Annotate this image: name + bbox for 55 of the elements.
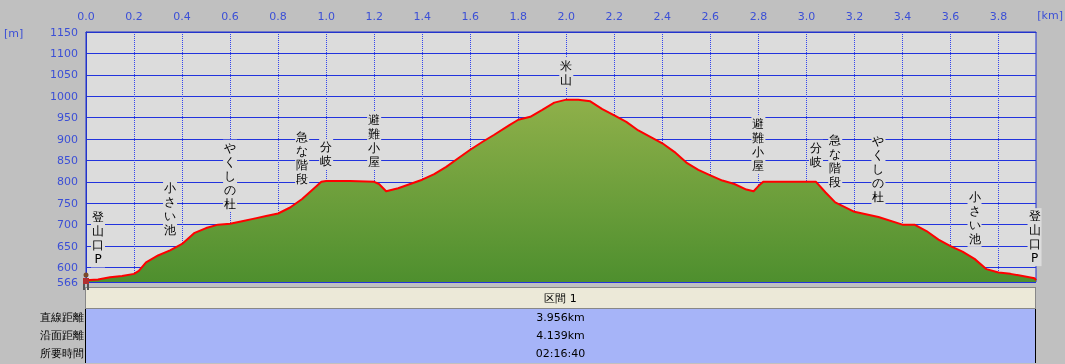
x-tick-label: 2.8 — [749, 10, 768, 23]
y-tick-label: 1150 — [50, 25, 78, 39]
annotation: 小さい池 — [968, 189, 981, 246]
y-tick-label: 800 — [57, 175, 78, 189]
y-axis-title: [m] — [4, 27, 24, 40]
annotation: 小さい池 — [164, 181, 177, 238]
x-tick-label: 2.4 — [653, 10, 672, 23]
text: 02:16:40 — [85, 345, 1036, 363]
x-tick-label: 3.0 — [797, 10, 816, 23]
x-tick-label: 0.0 — [77, 10, 95, 23]
y-tick-label: 950 — [57, 111, 78, 125]
annotation: 急な階段 — [295, 129, 309, 186]
x-tick-label: 3.6 — [941, 10, 960, 23]
x-tick-label: 1.4 — [413, 10, 431, 23]
x-tick-label: 3.8 — [989, 10, 1008, 23]
x-tick-label: 1.0 — [317, 10, 335, 23]
y-tick-label: 1050 — [50, 68, 78, 82]
y-tick-label: 1100 — [50, 46, 78, 60]
x-tick-label: 0.2 — [125, 10, 143, 23]
text: 3.956km — [85, 309, 1036, 327]
x-tick-label: 0.4 — [173, 10, 191, 23]
x-tick-label: 1.2 — [365, 10, 383, 23]
x-tick-label: 2.2 — [605, 10, 624, 23]
annotation: 登山口P — [92, 210, 105, 267]
x-tick-label: 3.4 — [893, 10, 912, 23]
y-tick-label: 1000 — [50, 89, 78, 103]
x-tick-label: 0.6 — [221, 10, 239, 23]
annotation: 避難小屋 — [752, 117, 765, 174]
x-tick-label: 1.8 — [509, 10, 527, 23]
y-tick-label: 750 — [57, 196, 78, 210]
y-tick-label: 600 — [57, 260, 78, 274]
x-tick-label: 0.8 — [269, 10, 287, 23]
text: 直線距離 — [39, 310, 84, 326]
annotation: 急な階段 — [828, 133, 842, 190]
x-tick-label: 2.6 — [701, 10, 720, 23]
annotation: やくしの杜 — [224, 140, 237, 211]
x-axis-title: [km] — [1037, 9, 1063, 22]
annotation: 避難小屋 — [368, 112, 381, 169]
y-tick-label: 650 — [57, 239, 78, 253]
annotation: 登山口P — [1028, 209, 1041, 266]
annotation: 分岐 — [320, 139, 333, 168]
y-tick-label: 850 — [57, 153, 78, 167]
text: 所要時間 — [39, 346, 84, 362]
text: 区間 1 — [85, 287, 1036, 309]
annotation: 米山 — [560, 58, 573, 87]
x-tick-label: 3.2 — [845, 10, 864, 23]
text: 沿面距離 — [39, 328, 84, 344]
y-tick-label: 700 — [57, 218, 78, 232]
x-tick-label: 2.0 — [557, 10, 576, 23]
text: 4.139km — [85, 327, 1036, 345]
annotation: やくしの杜 — [872, 133, 885, 204]
y-tick-label: 900 — [57, 132, 78, 146]
x-tick-label: 1.6 — [461, 10, 479, 23]
annotation: 分岐 — [810, 140, 823, 169]
y-tick-label: 566 — [57, 275, 78, 289]
